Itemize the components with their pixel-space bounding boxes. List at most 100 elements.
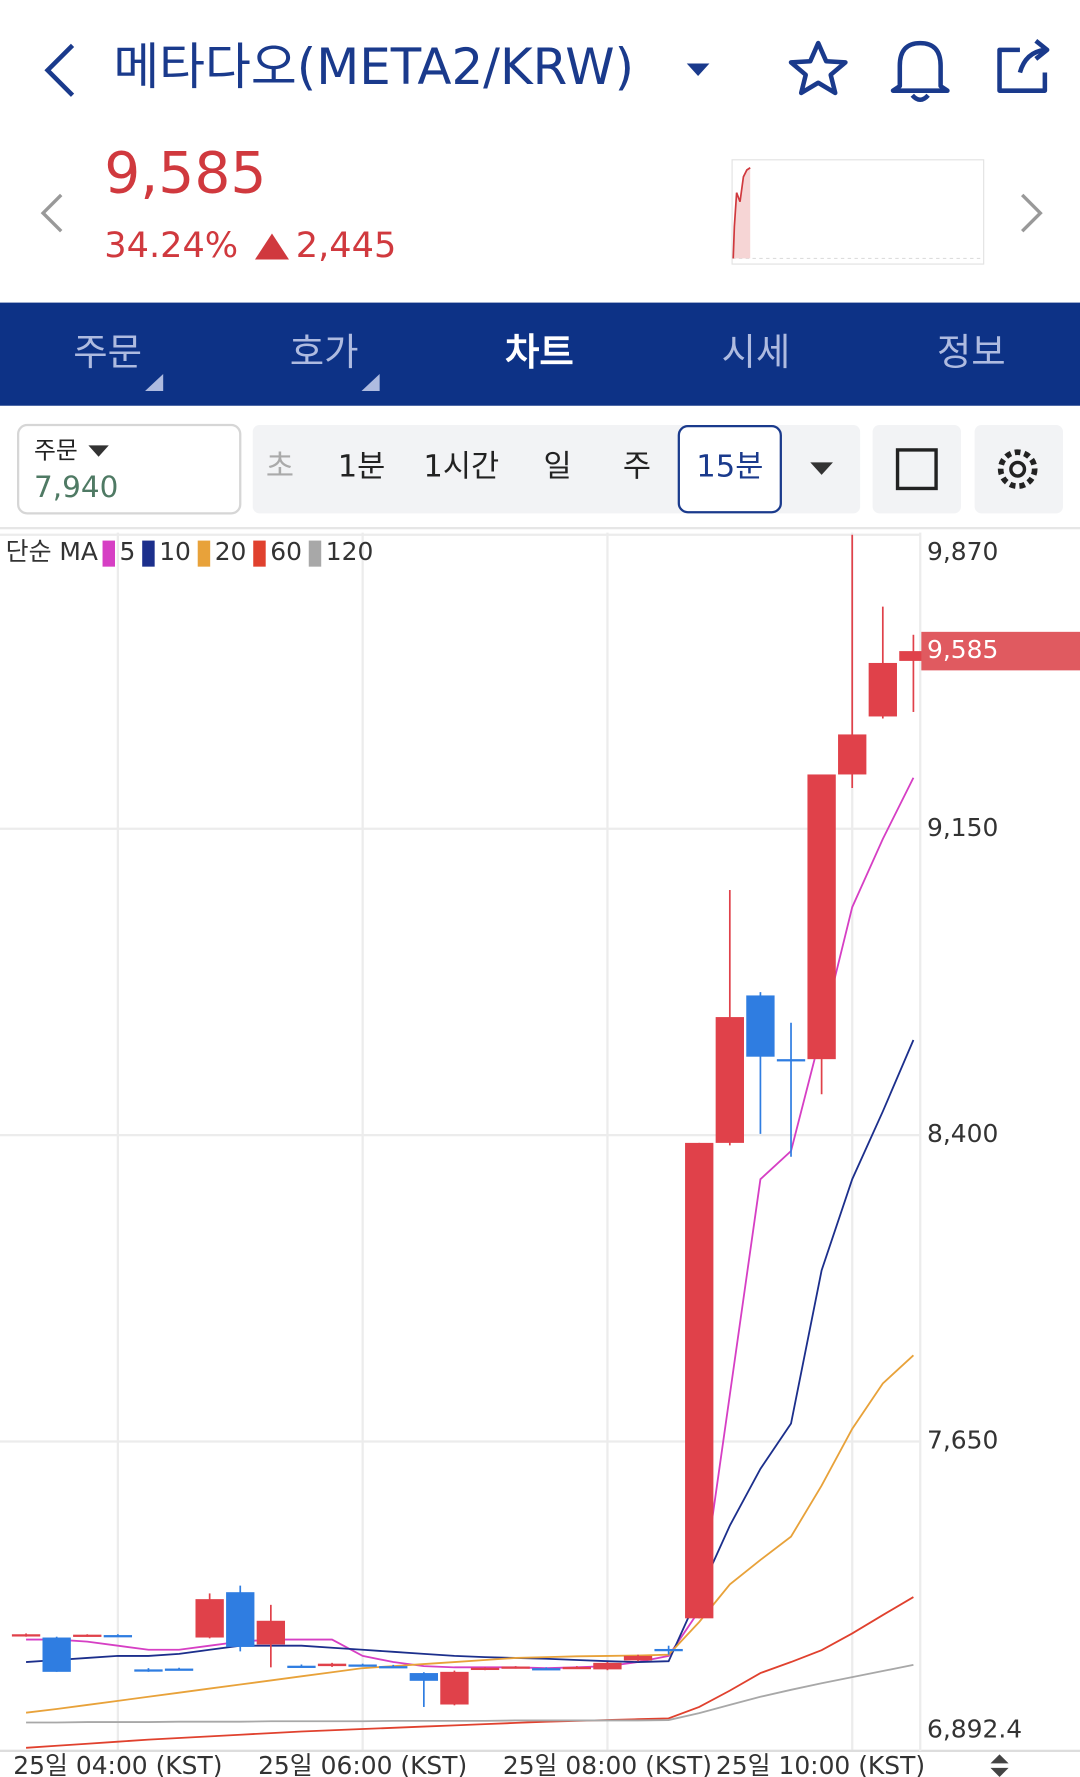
candle-body xyxy=(195,1599,224,1638)
candle-body xyxy=(593,1662,622,1670)
y-tick-label: 9,870 xyxy=(927,537,998,566)
y-tick-label: 9,150 xyxy=(927,813,998,842)
interval-selected[interactable]: 15분 xyxy=(696,450,763,485)
candle-body xyxy=(654,1648,683,1652)
legend-label: 5 xyxy=(120,537,136,566)
settings-gear-hub xyxy=(1009,460,1027,478)
y-tick-label: 6,892.4 xyxy=(927,1715,1022,1744)
interval[interactable]: 1분 xyxy=(338,450,386,485)
legend-swatch xyxy=(102,540,116,567)
change-amount: 2,445 xyxy=(296,225,397,266)
interval[interactable]: 주 xyxy=(623,450,651,485)
ma-line xyxy=(26,777,915,1670)
candle-body xyxy=(470,1667,500,1671)
order-box[interactable] xyxy=(16,423,242,515)
candle-body xyxy=(73,1634,102,1637)
interval-dropdown[interactable] xyxy=(810,462,833,475)
candle-body xyxy=(715,1017,744,1143)
candle-body xyxy=(379,1666,408,1669)
legend-label: 120 xyxy=(326,537,374,566)
tab-bar xyxy=(0,302,1080,406)
legend-label: 10 xyxy=(159,537,191,566)
candle-body xyxy=(685,1142,714,1619)
next-arrow[interactable] xyxy=(1021,193,1043,233)
legend-swatch xyxy=(253,540,266,567)
interval[interactable]: 1시간 xyxy=(423,450,499,485)
legend-label: 20 xyxy=(215,537,247,566)
candle-body xyxy=(838,734,867,775)
candle-body xyxy=(807,774,836,1060)
legend-swatch xyxy=(308,540,322,567)
sparkline-box xyxy=(731,159,985,265)
ma-line xyxy=(26,1663,914,1724)
share-icon[interactable] xyxy=(997,39,1050,93)
title[interactable]: 메타다오(META2/KRW) xyxy=(113,38,634,96)
candle-body xyxy=(226,1592,255,1647)
legend-title: 단순 MA xyxy=(6,537,98,566)
y-tick-label: 7,650 xyxy=(927,1425,998,1454)
candle-body xyxy=(256,1620,286,1645)
candle-body xyxy=(134,1669,163,1672)
sparkline-area xyxy=(733,167,751,259)
candle-body xyxy=(868,662,897,717)
title-dropdown[interactable] xyxy=(686,63,710,76)
prev-arrow[interactable] xyxy=(40,193,63,233)
favorite-icon[interactable] xyxy=(788,40,848,96)
settings-gear xyxy=(997,449,1038,490)
price-tag-label: 9,585 xyxy=(927,635,998,664)
current-price: 9,585 xyxy=(104,140,266,206)
candle-body xyxy=(164,1668,194,1671)
order-label: 주문 xyxy=(34,437,78,465)
tab[interactable]: 시세 xyxy=(721,330,790,374)
interval[interactable]: 초 xyxy=(266,450,294,485)
candle-body xyxy=(348,1664,377,1667)
scroll-handle[interactable] xyxy=(990,1754,1009,1777)
chart: 9,870 9,150 8,400 7,650 6,892.4 25일 04:00 (KS… xyxy=(0,532,1080,1777)
legend-label: 60 xyxy=(270,537,302,566)
tab-selected[interactable]: 차트 xyxy=(505,330,574,374)
change-rate: 34.24% xyxy=(104,225,238,266)
candle-body xyxy=(317,1663,347,1667)
up-triangle xyxy=(254,233,289,260)
candle-body xyxy=(287,1665,316,1668)
legend-swatch xyxy=(197,540,211,567)
layout-button[interactable] xyxy=(872,424,962,514)
tab[interactable]: 호가 xyxy=(290,330,359,374)
candle-body xyxy=(11,1634,41,1637)
candle-body xyxy=(409,1673,439,1681)
interval-selected-box xyxy=(677,424,782,514)
candle-body xyxy=(623,1655,653,1661)
back-button[interactable] xyxy=(44,43,75,97)
price-tag xyxy=(921,631,1080,671)
settings-button[interactable] xyxy=(974,424,1064,514)
order-price: 7,940 xyxy=(34,470,118,504)
alert-icon[interactable] xyxy=(890,40,950,102)
x-tick-label: 25일 10:00 (KST) xyxy=(716,1751,925,1777)
candle-body xyxy=(746,995,775,1057)
tab[interactable]: 주문 xyxy=(73,330,142,374)
x-tick-label: 25일 08:00 (KST) xyxy=(503,1751,712,1777)
x-tick-label: 25일 06:00 (KST) xyxy=(258,1751,467,1777)
layout-icon xyxy=(895,448,938,491)
y-tick-label: 8,400 xyxy=(927,1119,998,1148)
ma-line xyxy=(25,1354,915,1714)
x-tick-label: 25일 04:00 (KST) xyxy=(13,1751,222,1777)
candle-body xyxy=(776,1059,806,1062)
ma-line xyxy=(26,1596,914,1749)
candle-body xyxy=(501,1666,530,1669)
candle-body xyxy=(103,1635,133,1638)
candle-body xyxy=(899,651,928,661)
ma-line xyxy=(26,1039,915,1663)
tab[interactable]: 정보 xyxy=(937,330,1006,374)
candle-body xyxy=(42,1637,71,1672)
sparkline xyxy=(732,167,751,259)
candle-body xyxy=(440,1671,469,1705)
candle-body xyxy=(562,1666,591,1670)
order-dropdown xyxy=(88,445,109,457)
legend-swatch xyxy=(142,540,155,567)
interval[interactable]: 일 xyxy=(543,450,571,485)
candle-body xyxy=(532,1668,561,1671)
